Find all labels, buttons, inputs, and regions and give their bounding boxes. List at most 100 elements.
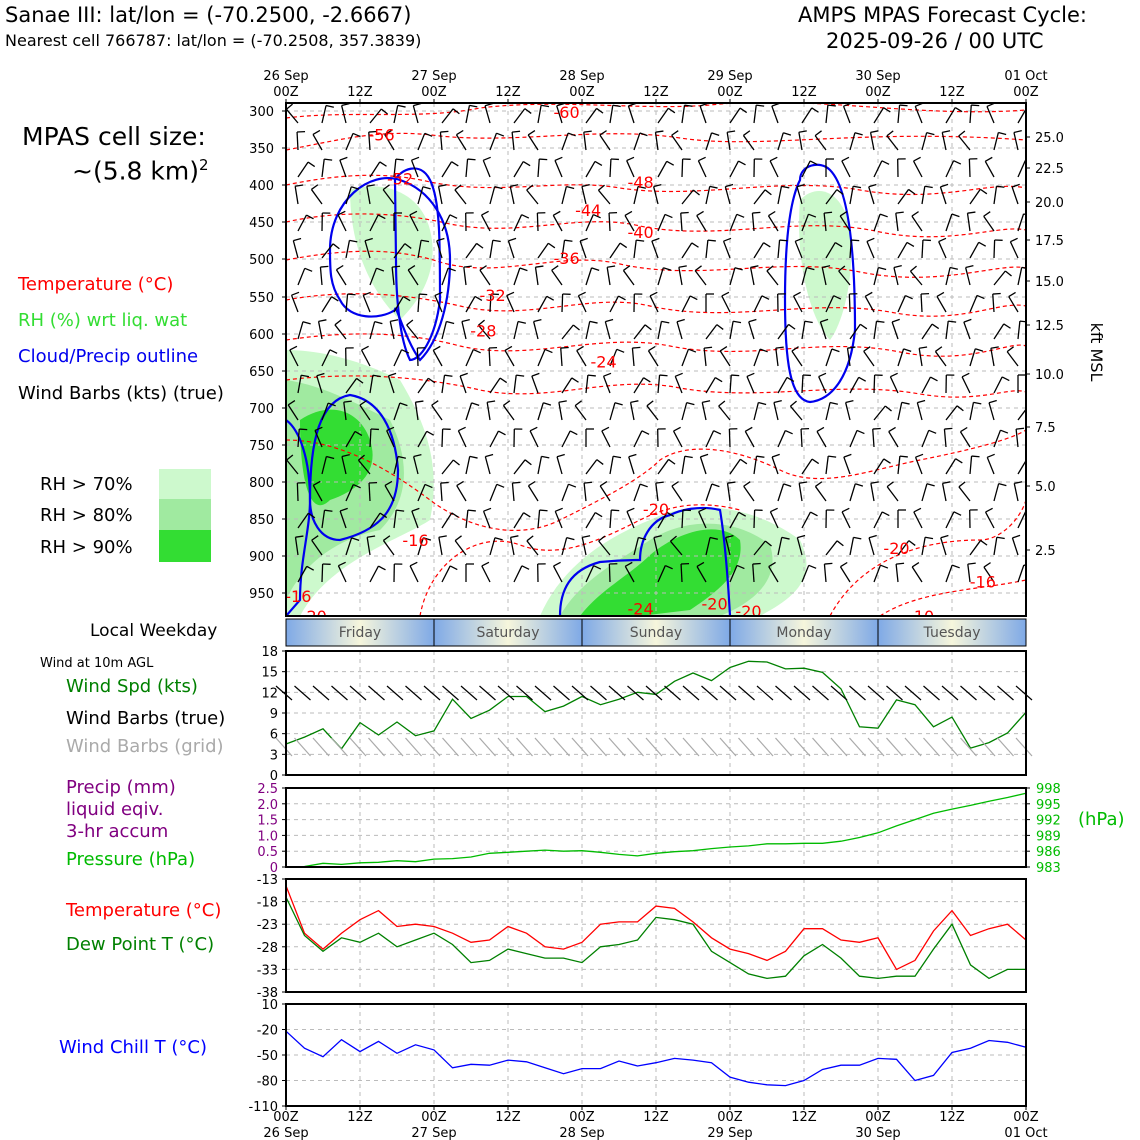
wind-barb-staff: [657, 267, 664, 286]
wind-barb-staff: [869, 132, 875, 151]
wind-barb: [441, 428, 451, 448]
wind-barb-staff: [945, 321, 949, 340]
wind-barb: [585, 565, 602, 583]
pressure-tick-label: 750: [249, 439, 274, 454]
surface-wind-barb-grid: [1015, 737, 1033, 757]
wind-barb: [583, 481, 593, 502]
wind-barb-flag: [440, 130, 449, 133]
wind-barb-flag: [1027, 459, 1034, 463]
wind-barb-flag: [983, 211, 991, 217]
wind-barb-staff: [633, 377, 645, 394]
wind-barb: [993, 185, 1005, 205]
wind-barb-staff: [579, 240, 587, 259]
temperature-contour-label: -16: [402, 531, 428, 550]
wind-barb-flag: [864, 291, 873, 297]
wind-barb-staff: [728, 428, 731, 448]
wind-barb-staff: [1011, 537, 1019, 556]
hour-label-top: 00Z: [421, 85, 447, 100]
wind-barb: [945, 266, 958, 286]
wind-barb-flag: [478, 319, 485, 326]
wind-barb: [993, 131, 1007, 151]
wind-barb-staff: [969, 188, 981, 205]
wind-barb-staff: [439, 132, 443, 151]
wind-barb-staff: [965, 267, 971, 286]
wind-barb-staff: [316, 375, 323, 394]
wind-barb: [657, 107, 676, 124]
wind-barb-flag: [499, 377, 508, 384]
wind-barb-flag: [422, 186, 431, 190]
surface-wind-barb-true: [294, 685, 311, 701]
wind-barb: [825, 509, 835, 529]
wind-barb: [345, 430, 363, 448]
wind-barb: [945, 320, 957, 340]
wind-barb-flag: [992, 292, 1001, 295]
wind-barb-flag: [786, 376, 795, 382]
wind-barb-staff: [465, 456, 471, 475]
wind-barb: [633, 324, 652, 340]
wind-barb: [753, 189, 772, 205]
wind-barb: [345, 347, 354, 367]
wind-barb: [585, 459, 604, 475]
wind-barb-flag: [293, 237, 302, 242]
wind-barb: [554, 156, 563, 178]
wind-barb-staff: [286, 108, 299, 124]
wind-barb-staff: [678, 267, 683, 286]
hour-label-top: 00Z: [717, 85, 743, 100]
wind-barb-flag: [614, 402, 623, 406]
wind-barb: [909, 265, 923, 286]
pressure-tick-label-right: 992: [1036, 814, 1061, 829]
wind-barb: [849, 429, 865, 448]
wind-barb: [321, 563, 331, 583]
wind-barb-flag: [589, 320, 598, 324]
wind-barb: [863, 346, 875, 367]
wind-barb-staff: [513, 375, 517, 394]
wind-barb-flag: [449, 565, 458, 571]
wind-barb-staff: [961, 376, 971, 394]
surface-wind-barb-true: [590, 685, 607, 701]
wind-barb-flag: [1023, 564, 1026, 567]
wind-barb-flag: [423, 537, 432, 541]
wind-barb: [993, 323, 1011, 340]
wind-barb-flag: [738, 160, 746, 166]
wind-barb-flag: [576, 345, 584, 352]
wind-barb-flag: [868, 183, 877, 188]
wind-barb: [849, 376, 867, 394]
wind-barb-staff: [608, 212, 611, 232]
wind-barb-staff: [705, 324, 718, 340]
wind-barb: [801, 458, 820, 475]
wind-barb-flag: [643, 377, 651, 383]
wind-barb-staff: [609, 402, 616, 421]
wind-barb: [705, 293, 714, 312]
wind-barb-flag: [483, 507, 492, 512]
wind-barb-staff: [753, 456, 758, 475]
wind-barb-flag: [883, 458, 891, 464]
wind-barb: [864, 291, 875, 313]
wind-barb-flag: [432, 345, 441, 351]
wind-barb: [345, 186, 360, 205]
wind-barb-staff: [297, 375, 302, 394]
wind-barb: [345, 377, 364, 394]
hour-label-bottom: 00Z: [1013, 1110, 1039, 1125]
wind-barb-flag: [510, 184, 519, 188]
wind-barb: [657, 320, 670, 340]
legend-barbs-grid: Wind Barbs (grid): [66, 736, 224, 757]
wind-barb-staff: [561, 430, 571, 448]
wind-barb: [936, 291, 947, 313]
wind-barb: [393, 243, 412, 259]
wind-barb-flag: [349, 239, 358, 243]
panel-tick-label: -23: [257, 918, 278, 933]
wind-barb-flag: [476, 242, 484, 249]
surface-wind-barb-true: [960, 685, 977, 701]
wind-barb: [825, 158, 834, 177]
wind-barb-staff: [681, 105, 686, 124]
wind-barb-staff: [873, 107, 885, 124]
wind-barb-flag: [841, 156, 850, 162]
wind-barb-flag: [341, 454, 350, 458]
wind-barb-flag: [913, 507, 922, 513]
wind-barb-flag: [541, 104, 550, 108]
wind-barb: [945, 458, 963, 475]
wind-barb-flag: [727, 481, 736, 484]
wind-barb-flag: [451, 512, 459, 518]
wind-barb: [321, 402, 336, 421]
wind-barb-flag: [599, 481, 608, 487]
